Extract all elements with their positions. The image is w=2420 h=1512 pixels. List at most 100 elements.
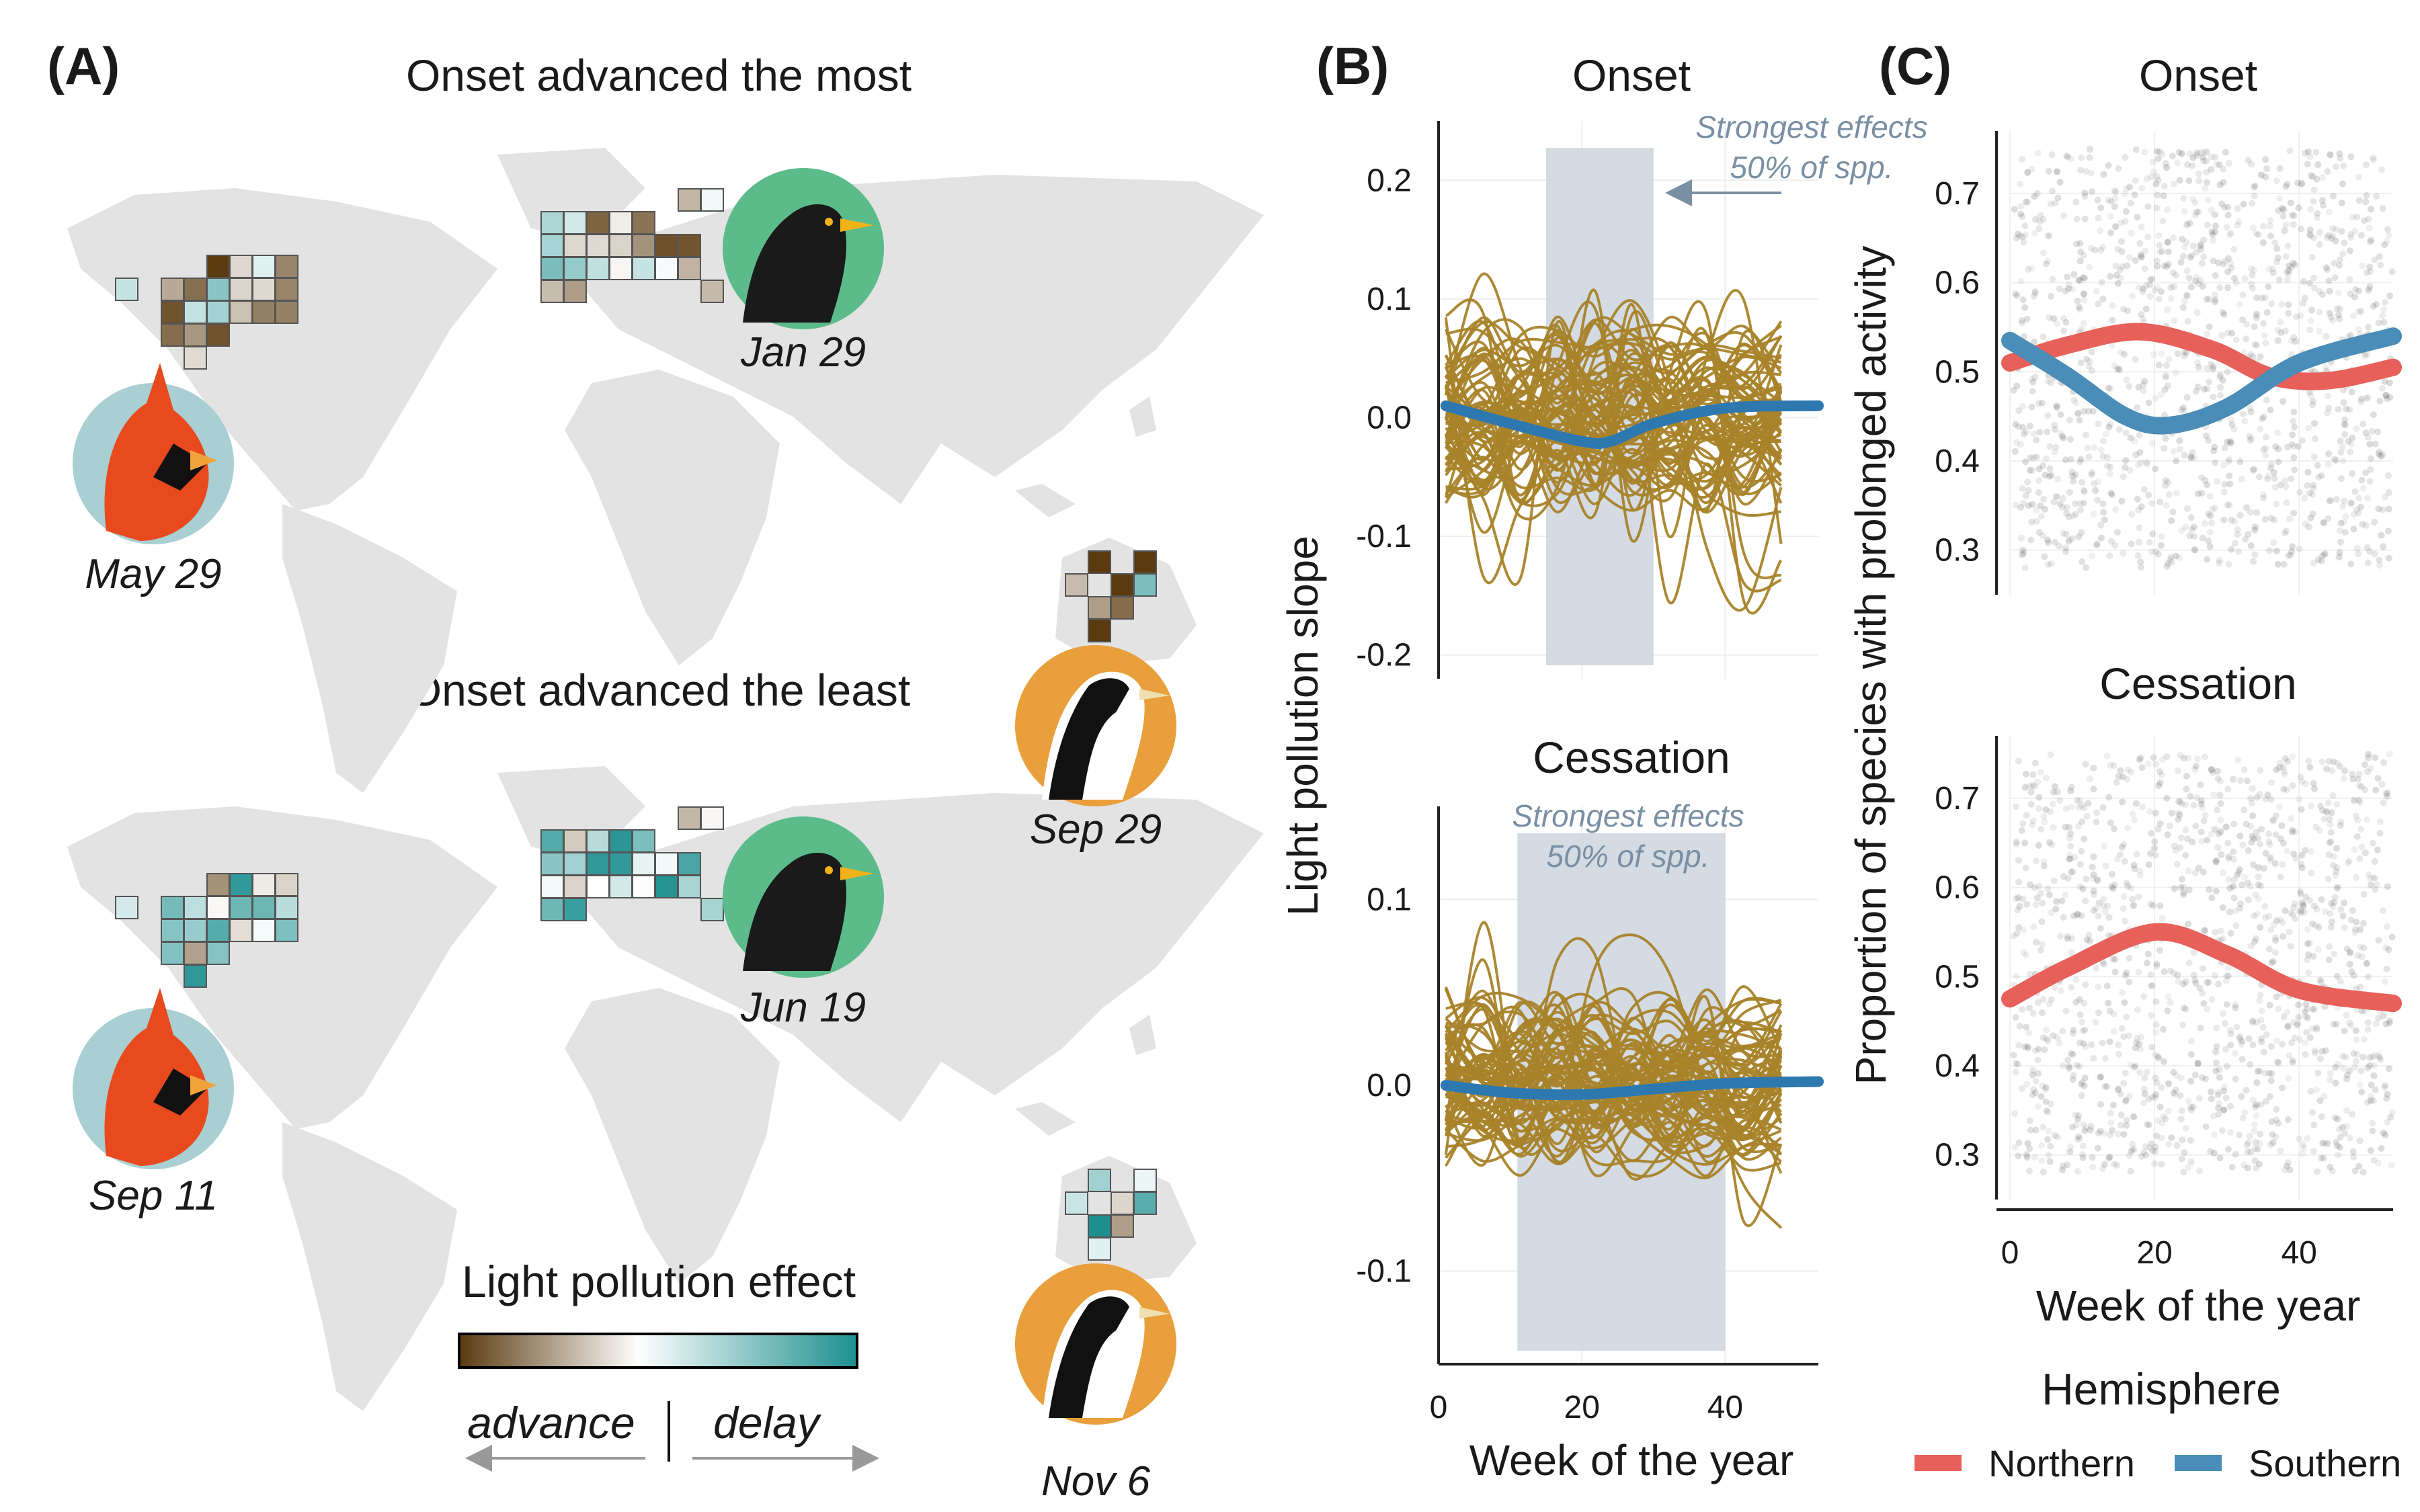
species-point: [2173, 159, 2181, 167]
species-point: [2076, 277, 2084, 284]
grid-cell: [1133, 1169, 1157, 1192]
species-point: [2347, 916, 2355, 923]
species-point: [2088, 188, 2095, 196]
species-point: [2285, 301, 2292, 308]
species-point: [2173, 458, 2180, 465]
species-point: [2355, 495, 2363, 502]
species-point: [2325, 232, 2332, 239]
species-point: [2272, 812, 2280, 819]
species-point: [2386, 394, 2394, 401]
species-point: [2327, 151, 2334, 159]
species-point: [2271, 239, 2279, 247]
species-point: [2083, 875, 2090, 882]
species-point: [2115, 165, 2122, 172]
species-point: [2019, 546, 2026, 554]
species-point: [2287, 943, 2294, 950]
species-point: [2093, 905, 2100, 913]
species-point: [2336, 256, 2343, 263]
species-point: [2172, 369, 2179, 376]
species-point: [2374, 846, 2381, 853]
species-point: [2169, 508, 2177, 515]
species-point: [2203, 179, 2210, 186]
species-point: [2191, 546, 2198, 554]
grid-cell: [206, 255, 230, 278]
species-point: [2145, 399, 2152, 407]
species-point: [2192, 823, 2200, 830]
species-point: [2134, 462, 2142, 469]
species-point: [2050, 877, 2058, 884]
species-point: [2150, 169, 2157, 176]
species-point: [2170, 180, 2177, 187]
species-point: [2042, 1084, 2050, 1091]
species-point: [2179, 1136, 2186, 1144]
species-point: [2259, 239, 2267, 246]
species-point: [2285, 310, 2292, 317]
species-point: [2035, 489, 2042, 497]
grid-cell: [206, 873, 230, 896]
species-point: [2099, 500, 2107, 507]
species-point: [2051, 426, 2058, 433]
species-point: [2364, 323, 2372, 331]
species-point: [2093, 876, 2101, 883]
species-point: [2085, 800, 2092, 807]
species-point: [2013, 972, 2020, 980]
species-point: [2194, 755, 2202, 763]
species-point: [2076, 861, 2084, 868]
species-point: [2206, 528, 2214, 536]
species-point: [2288, 263, 2295, 271]
species-point: [2163, 362, 2170, 369]
species-point: [2054, 475, 2062, 482]
grid-cell: [115, 278, 138, 301]
species-point: [2032, 857, 2040, 865]
species-point: [2296, 796, 2303, 803]
species-point: [2273, 177, 2280, 184]
y-tick-label: 0.3: [1935, 533, 1980, 569]
species-point: [2041, 1046, 2048, 1054]
species-point: [2069, 1124, 2076, 1131]
species-point: [2029, 1066, 2037, 1074]
y-tick-label: 0.0: [1367, 400, 1412, 435]
blackbird-icon: [723, 816, 884, 978]
grid-cell: [563, 898, 587, 921]
species-point: [2304, 956, 2311, 964]
species-point: [2170, 448, 2177, 455]
species-point: [2247, 280, 2255, 288]
species-point: [2019, 949, 2027, 956]
species-point: [2235, 218, 2243, 226]
species-point: [2267, 1077, 2275, 1085]
species-point: [2232, 907, 2239, 915]
grid-cell: [540, 211, 564, 235]
species-point: [2371, 1062, 2378, 1069]
species-point: [2077, 500, 2085, 507]
species-point: [2057, 987, 2064, 995]
species-point: [2364, 393, 2372, 401]
species-point: [2032, 901, 2040, 909]
magpie-lark-date-top: Sep 29: [1030, 806, 1162, 853]
species-slope-line: [1445, 299, 1783, 612]
species-point: [2087, 775, 2094, 782]
species-point: [2040, 495, 2048, 503]
species-point: [2290, 221, 2297, 228]
species-point: [2013, 438, 2020, 446]
species-point: [2151, 1148, 2159, 1155]
species-point: [2054, 1034, 2061, 1041]
species-point: [2119, 263, 2126, 270]
species-point: [2341, 529, 2349, 536]
species-point: [2026, 454, 2033, 461]
species-point: [2075, 823, 2083, 830]
species-point: [2081, 835, 2088, 843]
species-point: [2103, 462, 2111, 470]
species-point: [2165, 1140, 2173, 1148]
species-point: [2074, 1136, 2081, 1143]
species-point: [2035, 794, 2043, 801]
species-point: [2029, 821, 2036, 829]
species-point: [2382, 944, 2390, 952]
species-point: [2035, 882, 2043, 890]
species-point: [2078, 912, 2085, 919]
species-point: [2174, 767, 2181, 774]
species-point: [2081, 488, 2088, 495]
species-point: [2118, 1122, 2125, 1129]
panel-c-cessation-title: Cessation: [2099, 659, 2297, 708]
species-point: [2296, 888, 2304, 895]
species-point: [2135, 538, 2142, 546]
